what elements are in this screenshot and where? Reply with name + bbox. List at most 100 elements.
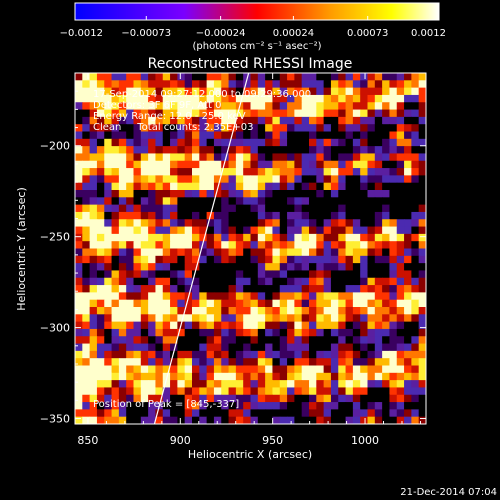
heatmap-cell <box>228 343 237 352</box>
heatmap-cell <box>345 350 354 359</box>
heatmap-cell <box>206 343 215 352</box>
heatmap-cell <box>184 160 193 169</box>
heatmap-cell <box>316 131 325 140</box>
heatmap-cell <box>396 285 405 293</box>
heatmap-cell <box>104 190 113 198</box>
heatmap-cell <box>96 168 105 176</box>
heatmap-cell <box>287 146 295 154</box>
heatmap-cell <box>184 175 193 184</box>
heatmap-cell <box>221 175 230 184</box>
heatmap-cell <box>140 175 149 184</box>
heatmap-cell <box>155 263 164 271</box>
heatmap-cell <box>257 372 266 381</box>
heatmap-cell <box>404 168 412 176</box>
heatmap-cell <box>309 219 317 228</box>
heatmap-cell <box>250 146 259 154</box>
heatmap-cell <box>360 314 368 323</box>
heatmap-cell <box>199 358 208 366</box>
heatmap-cell <box>126 270 134 279</box>
heatmap-cell <box>316 387 325 396</box>
heatmap-cell <box>323 277 332 286</box>
heatmap-cell <box>148 336 156 345</box>
heatmap-cell <box>235 73 244 81</box>
heatmap-cell <box>367 299 376 308</box>
heatmap-cell <box>330 328 339 337</box>
heatmap-cell <box>96 314 105 323</box>
heatmap-cell <box>265 336 273 345</box>
heatmap-cell <box>155 336 164 345</box>
heatmap-cell <box>177 372 186 381</box>
heatmap-cell <box>301 241 310 249</box>
heatmap-cell <box>170 292 178 301</box>
heatmap-cell <box>192 190 200 198</box>
heatmap-cell <box>294 350 303 359</box>
heatmap-cell <box>243 409 251 418</box>
heatmap-cell <box>418 248 426 257</box>
heatmap-cell <box>352 380 361 388</box>
heatmap-cell <box>228 365 237 374</box>
heatmap-cell <box>352 365 361 374</box>
heatmap-cell <box>111 233 120 242</box>
heatmap-cell <box>221 182 230 191</box>
heatmap-cell <box>89 219 98 228</box>
heatmap-cell <box>389 153 398 162</box>
heatmap-cell <box>140 277 149 286</box>
heatmap-cell <box>330 190 339 198</box>
heatmap-cell <box>396 182 405 191</box>
heatmap-cell <box>367 87 376 96</box>
heatmap-cell <box>82 116 91 125</box>
heatmap-cell <box>221 116 230 125</box>
heatmap-cell <box>396 263 405 271</box>
heatmap-cell <box>382 204 390 213</box>
heatmap-cell <box>389 219 398 228</box>
heatmap-cell <box>396 197 405 206</box>
heatmap-cell <box>316 365 325 374</box>
heatmap-cell <box>118 409 127 418</box>
heatmap-cell <box>221 292 230 301</box>
heatmap-cell <box>294 409 303 418</box>
heatmap-cell <box>155 182 164 191</box>
heatmap-cell <box>257 387 266 396</box>
heatmap-cell <box>330 197 339 206</box>
heatmap-cell <box>257 402 266 410</box>
heatmap-cell <box>418 94 426 103</box>
heatmap-cell <box>294 226 303 235</box>
heatmap-cell <box>279 124 288 132</box>
heatmap-cell <box>243 277 251 286</box>
heatmap-cell <box>170 182 178 191</box>
heatmap-cell <box>374 358 383 366</box>
heatmap-cell <box>184 153 193 162</box>
heatmap-cell <box>192 365 200 374</box>
heatmap-cell <box>338 372 347 381</box>
heatmap-cell <box>177 190 186 198</box>
heatmap-cell <box>199 124 208 132</box>
x-tick-label: 900 <box>170 434 191 447</box>
heatmap-cell <box>162 204 171 213</box>
heatmap-cell <box>257 182 266 191</box>
heatmap-cell <box>111 255 120 264</box>
heatmap-cell <box>411 241 420 249</box>
heatmap-cell <box>75 168 83 176</box>
colorbar-tick-label: 0.00073 <box>347 28 388 39</box>
heatmap-cell <box>155 73 164 81</box>
heatmap-cell <box>192 416 200 424</box>
heatmap-cell <box>279 182 288 191</box>
heatmap-cell <box>96 416 105 424</box>
heatmap-cell <box>199 94 208 103</box>
heatmap-cell <box>309 241 317 249</box>
heatmap-cell <box>404 124 412 132</box>
heatmap-cell <box>330 277 339 286</box>
heatmap-cell <box>104 285 113 293</box>
heatmap-cell <box>279 116 288 125</box>
heatmap-cell <box>301 307 310 315</box>
heatmap-cell <box>140 124 149 132</box>
heatmap-cell <box>118 175 127 184</box>
heatmap-cell <box>382 131 390 140</box>
heatmap-cell <box>374 241 383 249</box>
heatmap-cell <box>265 328 273 337</box>
heatmap-cell <box>345 248 354 257</box>
heatmap-cell <box>272 299 281 308</box>
heatmap-cell <box>389 175 398 184</box>
heatmap-cell <box>199 350 208 359</box>
heatmap-cell <box>265 233 273 242</box>
